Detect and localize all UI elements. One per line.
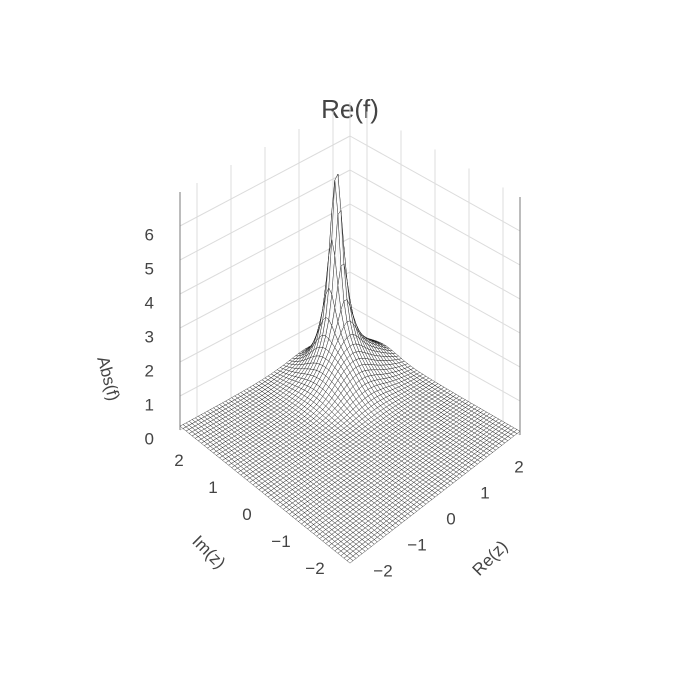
grid-planes — [179, 102, 521, 436]
y-tick-label: 1 — [208, 478, 217, 497]
z-tick-label: 6 — [145, 225, 154, 244]
y-tick-label: −2 — [305, 559, 324, 578]
z-tick-label: 2 — [145, 361, 154, 380]
y-axis-label: Im(z) — [188, 532, 229, 573]
x-tick-label: 2 — [514, 457, 523, 476]
surface-mesh — [179, 173, 521, 564]
axis-ticks: −2 −1 0 1 2 −2 −1 0 1 2 0 1 2 3 4 5 6 — [145, 225, 524, 580]
z-tick-label: 1 — [145, 395, 154, 414]
z-tick-label: 5 — [145, 259, 154, 278]
x-tick-label: 1 — [480, 483, 489, 502]
x-tick-label: 0 — [446, 509, 455, 528]
y-tick-label: 2 — [174, 451, 183, 470]
y-tick-label: −1 — [271, 532, 290, 551]
x-tick-label: −2 — [373, 561, 392, 580]
y-tick-label: 0 — [242, 505, 251, 524]
x-tick-label: −1 — [407, 535, 426, 554]
x-axis-label: Re(z) — [469, 537, 512, 580]
z-tick-label: 0 — [145, 429, 154, 448]
z-tick-label: 4 — [145, 293, 154, 312]
z-axis-label: Abs(f) — [93, 354, 123, 403]
surface-cell — [346, 558, 354, 564]
z-tick-label: 3 — [145, 327, 154, 346]
